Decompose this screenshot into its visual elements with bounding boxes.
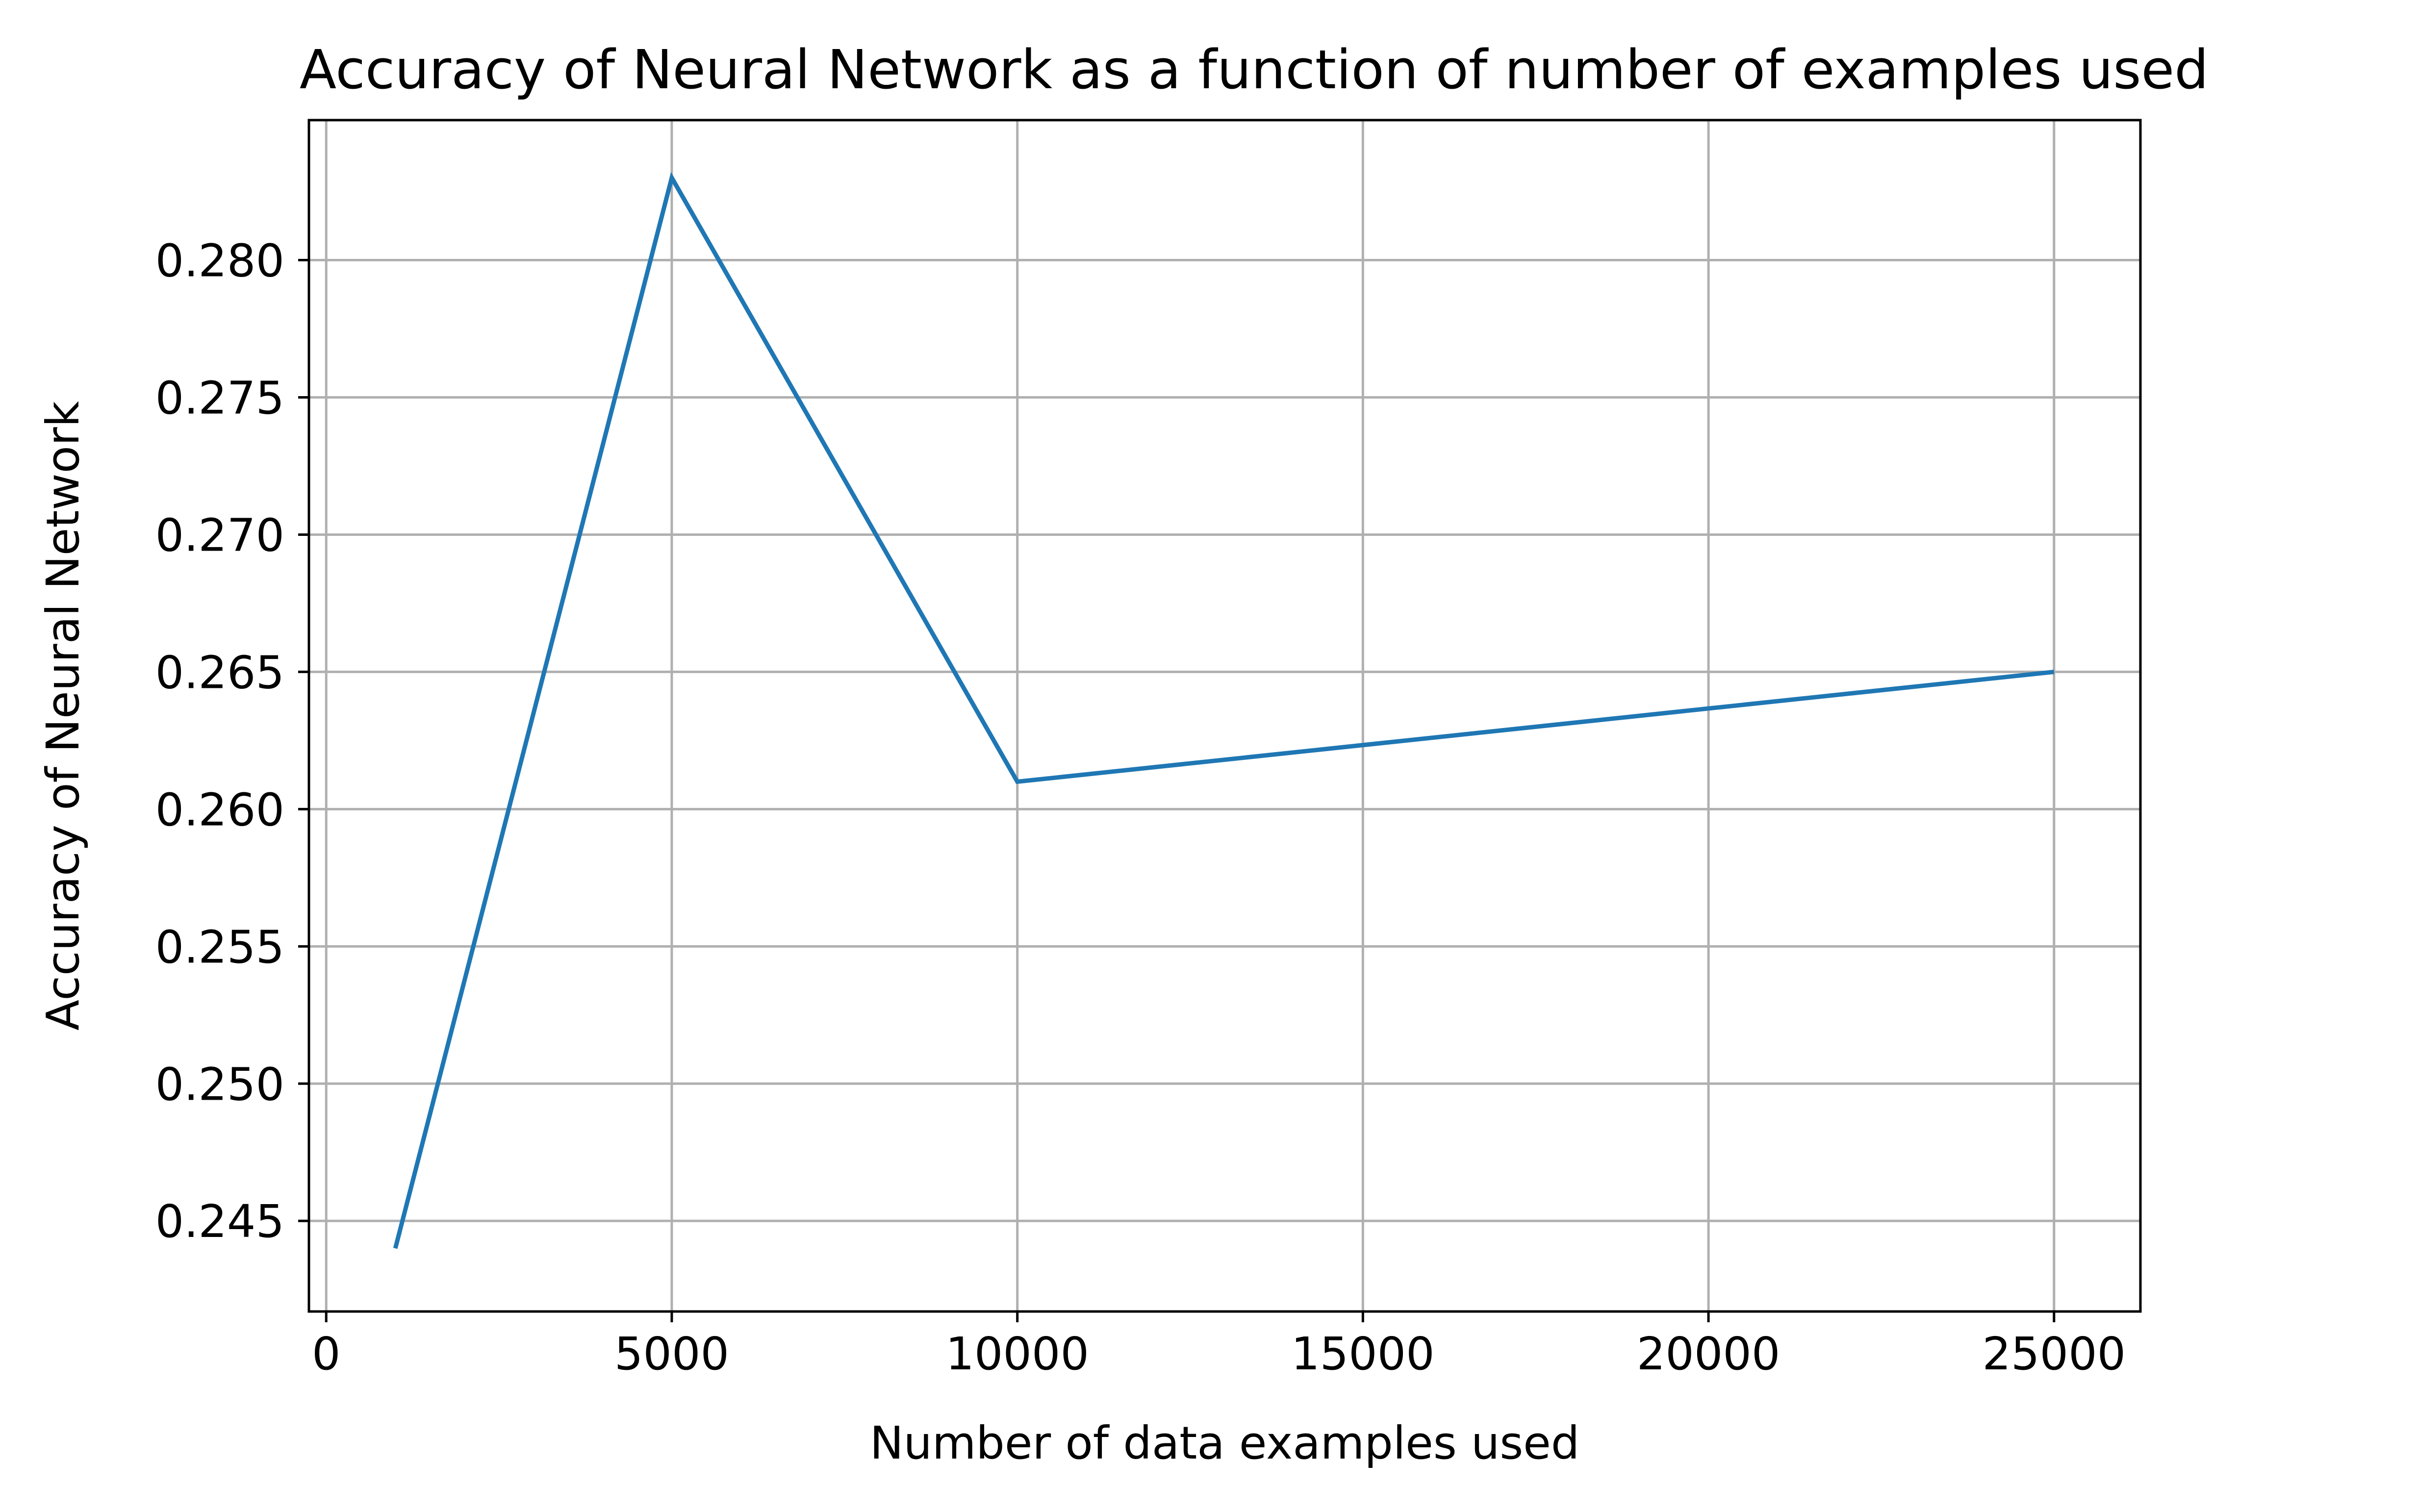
chart-title: Accuracy of Neural Network as a function… [300,38,2209,101]
axis-ticks: 0 5000 10000 15000 20000 25000 0.245 0.250 0.255… [155,235,2126,1380]
x-tick-label: 20000 [1637,1328,1780,1380]
series-line [393,172,2055,1249]
y-tick-label: 0.250 [155,1058,284,1110]
y-tick-label: 0.270 [155,509,284,561]
x-axis-label: Number of data examples used [870,1417,1580,1469]
grid-lines [309,120,2140,1311]
y-tick-label: 0.245 [155,1195,284,1248]
y-tick-label: 0.260 [155,783,284,836]
y-tick-label: 0.275 [155,372,284,425]
plot-frame [307,119,2142,1313]
x-tick-label: 15000 [1291,1328,1435,1380]
y-tick-label: 0.265 [155,646,284,699]
y-tick-label: 0.255 [155,921,284,973]
x-tick-label: 25000 [1982,1328,2126,1380]
y-tick-label: 0.280 [155,235,284,287]
x-tick-label: 10000 [945,1328,1089,1380]
x-tick-label: 5000 [614,1328,729,1380]
series-lines [393,172,2055,1249]
x-tick-label: 0 [312,1328,341,1380]
y-axis-label: Accuracy of Neural Network [37,401,89,1031]
